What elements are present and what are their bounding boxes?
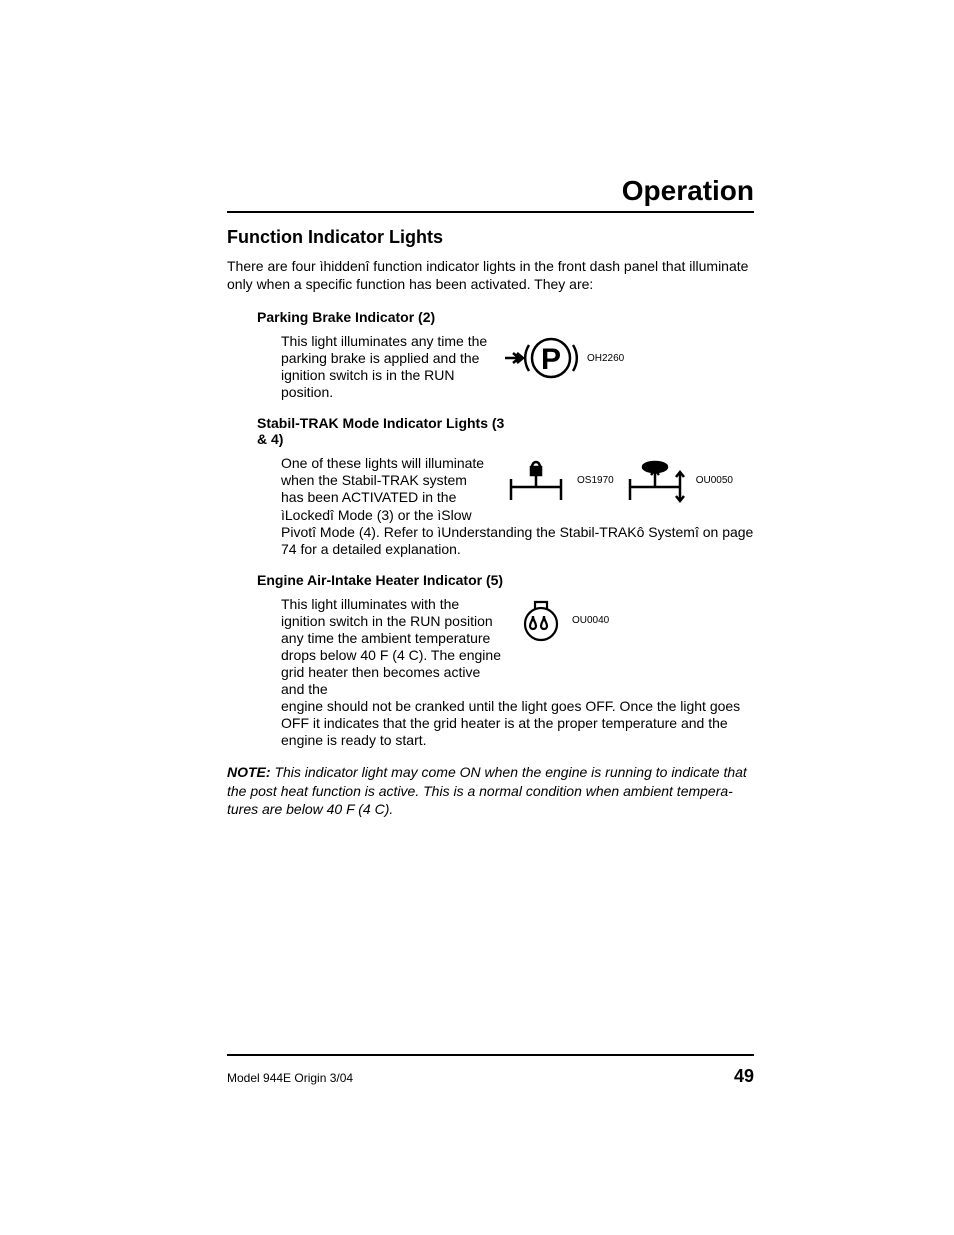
note-text: This indicator light may come ON when th…: [227, 764, 747, 816]
parking-brake-body: This light illuminates any time the park…: [281, 333, 491, 401]
stabil-trak-body-full: Pivotî Mode (4). Refer to ìUnderstanding…: [281, 524, 754, 558]
stabil-trak-locked-code: OS1970: [577, 475, 614, 486]
header-rule: [227, 211, 754, 213]
page-number: 49: [734, 1066, 754, 1087]
stabil-trak-pivot-icon: [620, 455, 690, 505]
heater-icon-group: OU0040: [516, 596, 609, 646]
stabil-trak-locked-icon: [501, 455, 571, 505]
parking-brake-text: This light illuminates any time the park…: [281, 333, 491, 401]
stabil-trak-pivot-code: OU0050: [696, 475, 733, 486]
heater-icon: [516, 596, 566, 646]
stabil-trak-icon-group: OS1970 OU0050: [501, 455, 733, 505]
heater-body-full: engine should not be cranked until the l…: [281, 698, 754, 749]
heater-body: This light illuminates with the ignition…: [281, 596, 506, 698]
stabil-trak-text-full: Pivotî Mode (4). Refer to ìUnderstanding…: [281, 524, 754, 558]
stabil-trak-title: Stabil-TRAK Mode Indicator Lights (3 & 4…: [257, 415, 517, 447]
heater-block: Engine Air-Intake Heater Indicator (5) T…: [257, 572, 754, 750]
parking-brake-icon-group: P OH2260: [501, 333, 624, 383]
footer-model-text: Model 944E Origin 3/04: [227, 1071, 353, 1085]
page-footer: Model 944E Origin 3/04 49: [227, 1054, 754, 1087]
heater-title: Engine Air-Intake Heater Indicator (5): [257, 572, 657, 588]
stabil-trak-text-narrow: One of these lights will illuminate when…: [281, 455, 491, 523]
parking-brake-icon-code: OH2260: [587, 353, 624, 364]
note-paragraph: NOTE: This indicator light may come ON w…: [227, 763, 754, 818]
parking-brake-icon: P: [501, 333, 581, 383]
svg-text:P: P: [541, 343, 561, 376]
stabil-trak-block: Stabil-TRAK Mode Indicator Lights (3 & 4…: [257, 415, 754, 557]
heater-text-narrow: This light illuminates with the ignition…: [281, 596, 506, 698]
parking-brake-title: Parking Brake Indicator (2): [257, 309, 517, 325]
page-header-title: Operation: [227, 175, 754, 207]
section-intro: There are four ìhiddenî function indicat…: [227, 258, 754, 293]
parking-brake-block: Parking Brake Indicator (2) This light i…: [257, 309, 754, 401]
heater-text-full: engine should not be cranked until the l…: [281, 698, 754, 749]
page: Operation Function Indicator Lights Ther…: [0, 0, 954, 1235]
stabil-trak-body: One of these lights will illuminate when…: [281, 455, 491, 523]
section-title: Function Indicator Lights: [227, 227, 754, 248]
heater-icon-code: OU0040: [572, 615, 609, 626]
footer-rule: [227, 1054, 754, 1056]
note-label: NOTE:: [227, 764, 271, 780]
